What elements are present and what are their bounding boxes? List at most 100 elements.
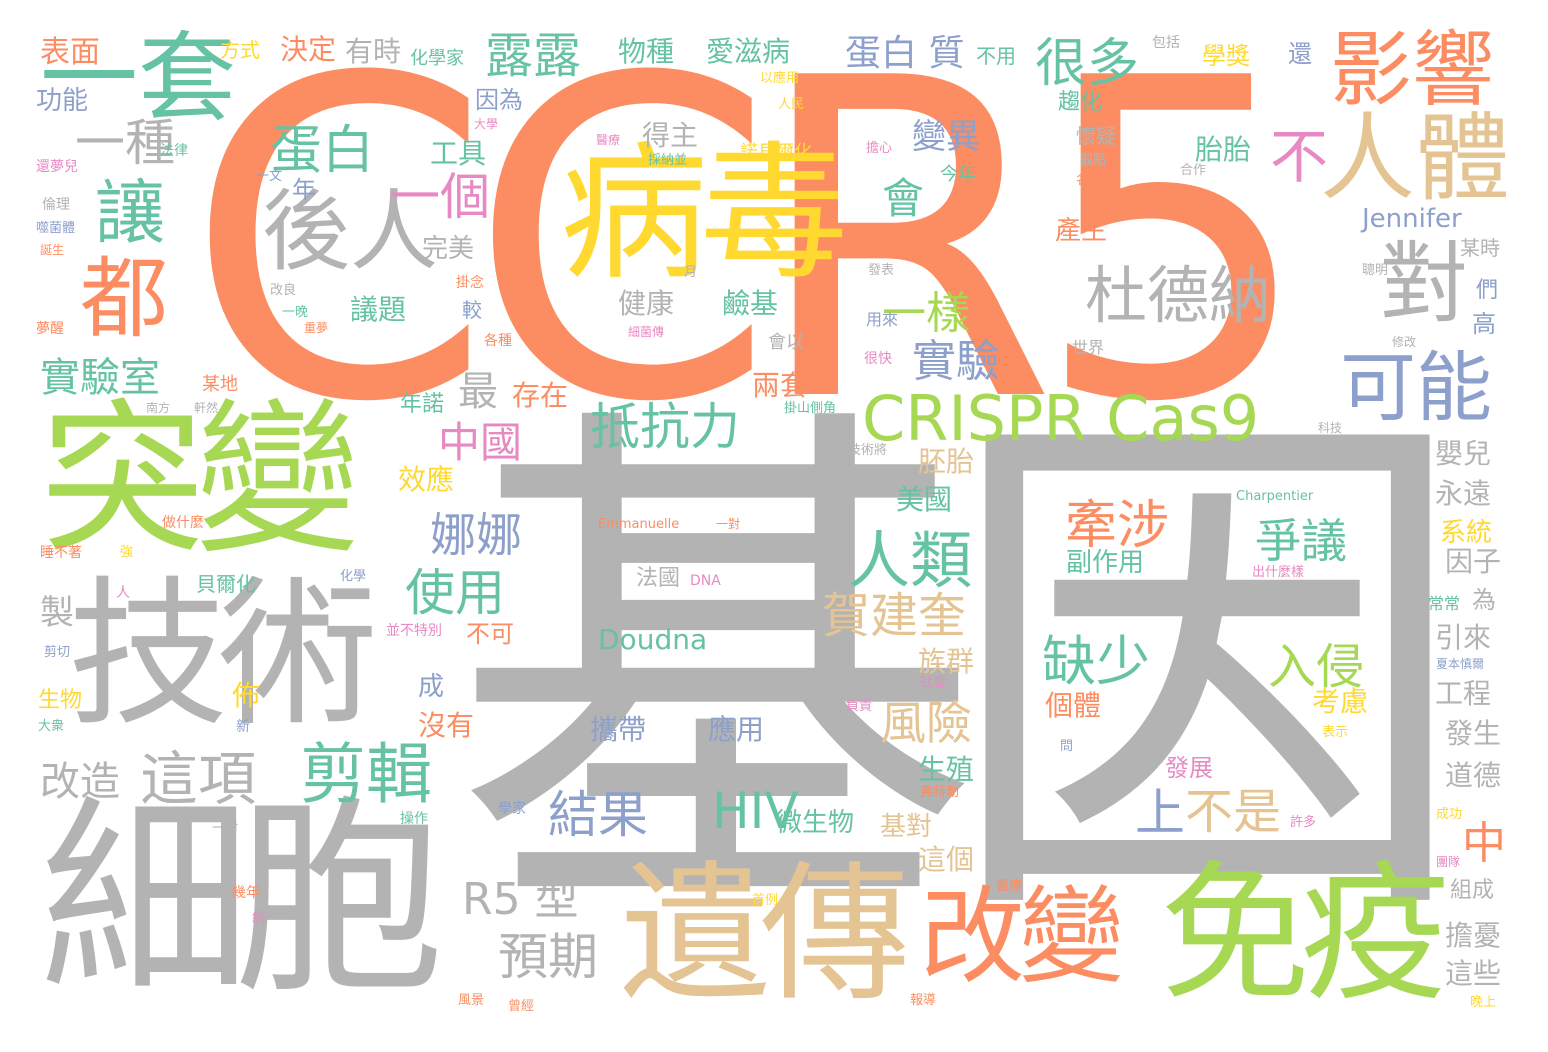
word-fangcun: 發表 bbox=[868, 263, 895, 278]
word-high: 高 bbox=[1472, 310, 1496, 338]
word-not: 不 bbox=[1270, 123, 1329, 191]
word-variation: 變異 bbox=[912, 117, 980, 157]
word-this-item: 這項 bbox=[140, 745, 257, 813]
word-ask: 問 bbox=[1060, 739, 1074, 754]
word-produce: 產生 bbox=[1055, 216, 1108, 246]
word-forever: 永遠 bbox=[1435, 477, 1492, 510]
word-law: 法律 bbox=[160, 143, 188, 159]
word-often: 常常 bbox=[1428, 594, 1461, 613]
word-accept: 採納並 bbox=[648, 153, 688, 168]
word-happen: 發生 bbox=[1445, 717, 1502, 750]
word-usa: 美國 bbox=[896, 483, 953, 516]
word-edit: 剪輯 bbox=[300, 736, 432, 813]
word-ethnic: 族群 bbox=[918, 645, 975, 678]
word-one-set: 一套 bbox=[40, 22, 237, 136]
word-ethics: 道德 bbox=[1445, 759, 1502, 792]
word-change: 改變 bbox=[920, 876, 1124, 998]
word-cannot: 不可 bbox=[466, 620, 514, 648]
word-dispute: 爭議 bbox=[1255, 514, 1347, 568]
word-emmanuelle: Emmanuelle bbox=[598, 517, 680, 532]
word-because: 因為 bbox=[475, 86, 523, 114]
word-doudna: Doudna bbox=[598, 623, 708, 656]
word-influence: 影響 bbox=[1330, 23, 1495, 118]
word-dream: 重夢 bbox=[304, 321, 329, 335]
word-lack: 缺少 bbox=[1042, 630, 1150, 693]
word-many-more: 許多 bbox=[1290, 815, 1317, 830]
word-involved: 牽涉 bbox=[1065, 496, 1170, 556]
word-worry-heart: 擔心 bbox=[866, 141, 893, 156]
word-aids: 愛滋病 bbox=[706, 35, 791, 68]
word-bacteria: 細菌傳 bbox=[628, 325, 665, 339]
word-use: 使用 bbox=[405, 564, 505, 622]
word-tech: 技術 bbox=[68, 561, 378, 748]
word-lulu: 露露 bbox=[485, 28, 582, 84]
word-gene: 基因 bbox=[452, 366, 1472, 983]
word-cut: 剪切 bbox=[44, 645, 71, 660]
word-this: 這個 bbox=[918, 843, 975, 876]
word-system: 系統 bbox=[1440, 518, 1493, 548]
word-one-tick: 一封 bbox=[212, 821, 239, 836]
word-year-promise: 年諾 bbox=[400, 392, 445, 417]
word-people: 人民 bbox=[778, 97, 805, 112]
word-this-year: 今年 bbox=[940, 164, 976, 185]
word-report: 報導 bbox=[910, 993, 937, 1008]
word-them: 們 bbox=[1476, 278, 1499, 303]
word-let: 讓 bbox=[95, 172, 165, 254]
word-same: 一樣 bbox=[882, 288, 970, 339]
word-use-for: 用來 bbox=[866, 310, 899, 329]
word-immunity: 免疫 bbox=[1160, 848, 1450, 1022]
word-france: 法國 bbox=[636, 566, 681, 591]
word-mountain: 掛山側角 bbox=[784, 401, 837, 416]
word-fetus-1: 胎胎 bbox=[1195, 133, 1252, 166]
word-show: 表示 bbox=[1322, 725, 1349, 740]
word-what: 做什麼 bbox=[162, 515, 204, 531]
word-heredity: 遺傳 bbox=[620, 848, 910, 1022]
word-protein: 蛋白 bbox=[270, 121, 375, 181]
word-dna: DNA bbox=[690, 573, 721, 589]
word-tool: 工具 bbox=[430, 137, 487, 170]
word-mutation: 突變 bbox=[40, 384, 360, 576]
word-doubt: 懷疑 bbox=[1076, 124, 1116, 148]
word-one-unit: 一對 bbox=[716, 517, 741, 531]
word-remodel: 改造 bbox=[40, 759, 120, 805]
word-all-kinds: 各種 bbox=[484, 333, 512, 349]
word-nobel: 諾貝爾化 bbox=[740, 142, 812, 163]
word-many: 很多 bbox=[1035, 34, 1140, 94]
word-sleep: 睡不著 bbox=[40, 545, 82, 561]
word-will: 會 bbox=[882, 174, 925, 223]
word-compose: 組成 bbox=[1450, 878, 1495, 903]
word-jennifer: Jennifer bbox=[1362, 204, 1462, 234]
word-hiv: HIV bbox=[712, 782, 799, 840]
word-evening: 晚上 bbox=[1470, 995, 1497, 1010]
word-apply: 應用 bbox=[708, 713, 765, 746]
word-dudena: 杜德納 bbox=[1085, 259, 1272, 332]
word-late: 一晚 bbox=[282, 305, 309, 320]
word-risk: 風險 bbox=[880, 696, 972, 750]
word-hang-on: 掛念 bbox=[456, 275, 484, 291]
word-invade: 入侵 bbox=[1268, 639, 1365, 695]
word-charpentier: Charpentier bbox=[1236, 489, 1314, 504]
word-bring: 引來 bbox=[1435, 621, 1492, 654]
word-year-after: 幾年 bbox=[232, 885, 260, 901]
word-nightmare: 夢醒 bbox=[36, 321, 64, 337]
word-one-text: 一文 bbox=[256, 169, 283, 184]
word-not-is: 不是 bbox=[1185, 784, 1282, 840]
word-pro-bacteria: 噬菌體 bbox=[36, 221, 76, 236]
word-technique: 技術將 bbox=[848, 443, 888, 458]
word-ren: 人 bbox=[116, 585, 130, 601]
word-engineering: 工程 bbox=[1435, 677, 1492, 710]
word-infant: 嬰兒 bbox=[1435, 437, 1492, 470]
word-made: 製 bbox=[40, 593, 74, 633]
word-side-effect: 副作用 bbox=[1066, 548, 1145, 578]
word-include: 包括 bbox=[1152, 35, 1180, 51]
word-two-sets: 兩套 bbox=[752, 369, 809, 402]
word-body: 提身 bbox=[952, 189, 979, 204]
word-technology: 科技 bbox=[1318, 421, 1343, 435]
word-bio: 生物 bbox=[38, 688, 83, 713]
word-fate: 軒然 bbox=[194, 401, 219, 415]
word-for: 為 bbox=[1472, 586, 1496, 614]
word-china: 中國 bbox=[438, 418, 523, 467]
word-middle: 中 bbox=[1462, 818, 1506, 869]
word-award-winner: 得主 bbox=[642, 119, 699, 152]
word-lab: 實驗室 bbox=[40, 355, 160, 401]
